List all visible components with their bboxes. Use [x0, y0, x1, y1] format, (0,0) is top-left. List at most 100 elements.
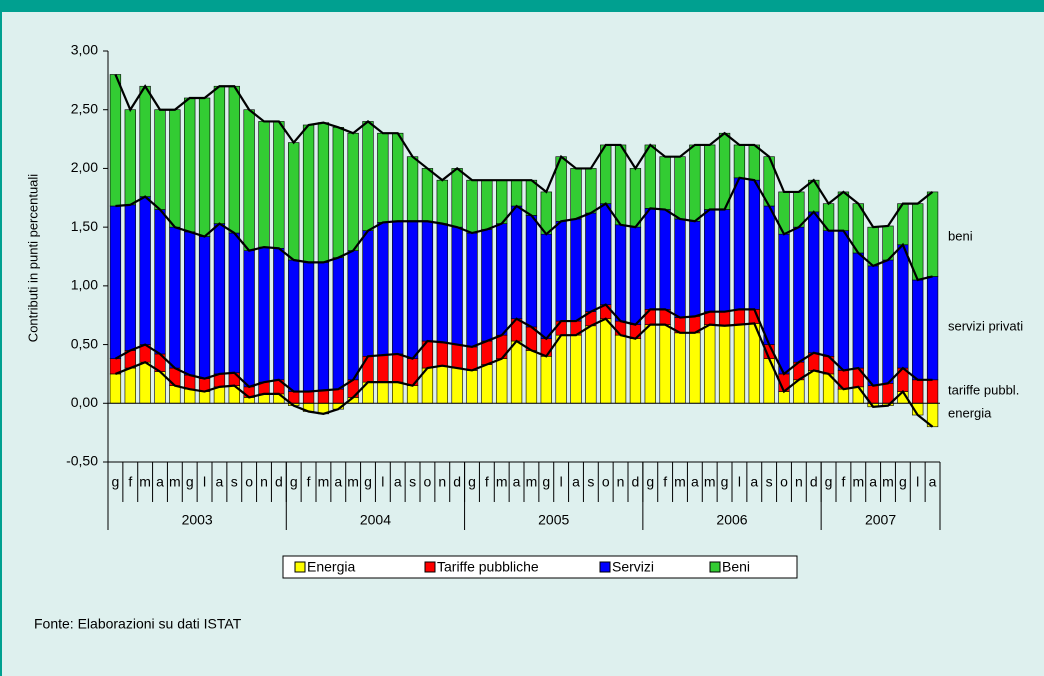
x-tick-label: n	[438, 474, 446, 490]
y-tick-label: 0,00	[71, 394, 98, 410]
bar-segment	[748, 179, 760, 310]
bar-segment	[510, 179, 523, 207]
bar-segment	[718, 311, 731, 327]
bar-segment	[689, 144, 701, 222]
x-tick-label: m	[496, 474, 508, 490]
bar-segment	[555, 220, 567, 322]
bar-segment	[243, 250, 255, 388]
bar-segment	[332, 257, 344, 390]
legend-label: Servizi	[612, 559, 654, 575]
bar-segment	[169, 109, 181, 228]
annotation: servizi privati	[948, 318, 1023, 333]
bar-segment	[867, 226, 879, 267]
bar-segment	[481, 364, 493, 404]
bar-segment	[555, 334, 567, 404]
bar-segment	[436, 223, 448, 343]
bar-segment	[897, 244, 909, 369]
x-tick-label: g	[364, 474, 372, 490]
bar-segment	[288, 259, 300, 392]
annotation: beni	[948, 228, 973, 243]
top-band	[0, 0, 1044, 12]
bar-segment	[392, 381, 404, 404]
bar-segment	[347, 250, 359, 381]
bar-segment	[733, 177, 746, 310]
x-tick-label: s	[587, 474, 594, 490]
bar-segment	[332, 127, 344, 258]
legend-label: Beni	[722, 559, 750, 575]
bar-segment	[525, 179, 538, 216]
bar-segment	[362, 121, 374, 231]
bar-segment	[466, 179, 478, 234]
bar-segment	[570, 218, 582, 322]
x-tick-label: l	[560, 474, 563, 490]
bar-segment	[213, 386, 226, 404]
bar-segment	[421, 168, 434, 222]
bar-segment	[555, 320, 567, 336]
x-tick-label: m	[704, 474, 716, 490]
bar-segment	[614, 320, 627, 336]
x-tick-label: m	[674, 474, 686, 490]
bar-segment	[882, 383, 894, 404]
bar-segment	[822, 230, 835, 357]
bar-segment	[763, 205, 775, 345]
x-tick-label: f	[663, 474, 667, 490]
bar-segment	[228, 232, 240, 374]
bar-segment	[852, 386, 864, 404]
x-tick-label: g	[290, 474, 298, 490]
bar-segment	[733, 324, 746, 404]
bar-segment	[496, 223, 508, 336]
x-tick-label: a	[572, 474, 580, 490]
bar-segment	[139, 85, 151, 197]
x-tick-label: g	[112, 474, 120, 490]
legend-swatch	[599, 561, 611, 573]
bar-segment	[704, 144, 716, 210]
stack-line	[114, 303, 933, 393]
bar-segment	[748, 144, 760, 181]
bar-segment	[109, 205, 122, 359]
bar-segment	[169, 226, 181, 369]
legend-swatch	[424, 561, 436, 573]
bar-segment	[184, 388, 196, 404]
bar-segment	[273, 121, 285, 249]
x-tick-label: l	[381, 474, 384, 490]
x-tick-label: n	[260, 474, 268, 490]
bar-segment	[243, 109, 255, 251]
bar-segment	[837, 191, 850, 231]
x-tick-label: l	[916, 474, 919, 490]
bar-segment	[436, 365, 448, 404]
x-tick-label: g	[468, 474, 476, 490]
bar-segment	[451, 344, 463, 369]
x-tick-label: g	[186, 474, 194, 490]
bar-segment	[689, 332, 701, 404]
bar-segment	[466, 346, 478, 371]
y-tick-label: 1,50	[71, 218, 98, 234]
bar-segment	[377, 354, 389, 383]
bar-segment	[912, 279, 924, 381]
x-tick-label: o	[245, 474, 253, 490]
x-tick-label: m	[169, 474, 181, 490]
bar-segment	[926, 276, 939, 381]
bar-segment	[585, 325, 597, 404]
bar-segment	[377, 222, 389, 356]
bar-segment	[184, 374, 196, 390]
bar-segment	[912, 379, 924, 404]
bar-segment	[659, 324, 671, 404]
bar-segment	[718, 209, 731, 312]
x-tick-label: a	[156, 474, 164, 490]
left-border	[0, 12, 2, 676]
bar-segment	[540, 233, 552, 339]
x-tick-label: a	[216, 474, 224, 490]
bar-segment	[451, 226, 463, 345]
bar-segment	[525, 215, 538, 328]
year-label: 2003	[182, 512, 213, 528]
bar-segment	[748, 323, 760, 404]
bar-segment	[629, 168, 642, 228]
bar-segment	[406, 156, 419, 222]
bar-segment	[540, 356, 552, 404]
bar-segment	[154, 109, 166, 210]
bar-segment	[808, 211, 820, 354]
bar-segment	[124, 109, 136, 206]
bar-segment	[481, 179, 493, 230]
